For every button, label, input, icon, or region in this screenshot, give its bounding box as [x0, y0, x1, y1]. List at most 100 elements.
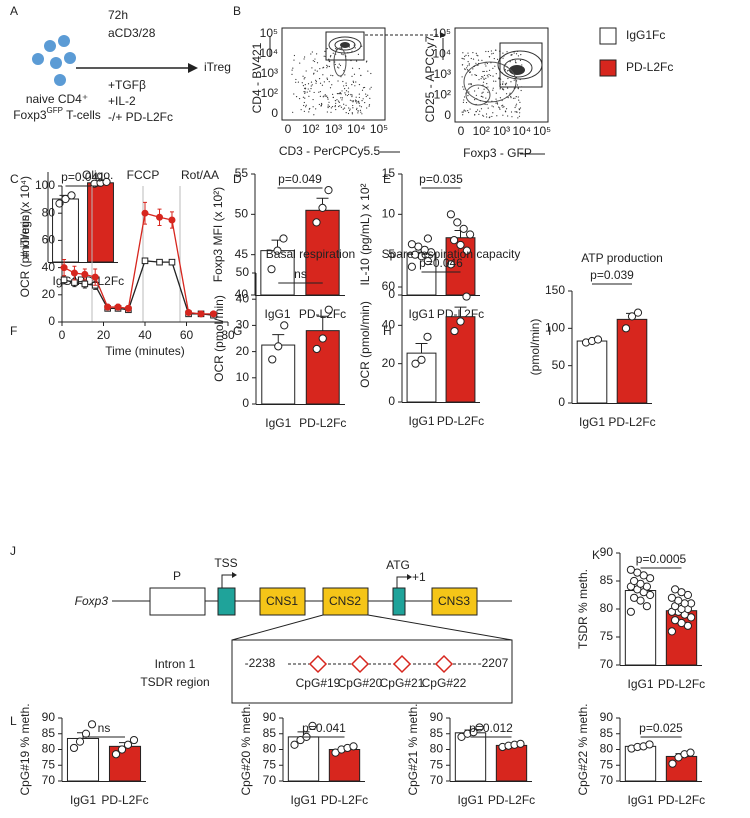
event-dot: [361, 89, 364, 91]
event-dot: [337, 80, 339, 82]
event-dot: [354, 99, 357, 101]
data-point: [453, 218, 462, 227]
event-dot: [485, 50, 487, 53]
label: -2207: [478, 656, 509, 670]
event-dot: [476, 98, 478, 100]
significance-label: p=0.041: [61, 170, 105, 184]
event-dot: [486, 70, 488, 72]
event-dot: [470, 57, 472, 60]
label: +1: [412, 570, 426, 584]
y-tick-label: 40: [382, 318, 396, 332]
y-tick-label: 0: [444, 108, 451, 122]
event-dot: [292, 67, 294, 69]
event-dot: [307, 88, 309, 90]
x-tick-label: 10⁴: [512, 124, 531, 138]
x-tick-label: IgG1: [627, 793, 653, 807]
event-dot: [495, 49, 497, 51]
data-point: [407, 240, 416, 249]
event-dot: [369, 88, 371, 90]
bar: [260, 250, 295, 296]
event-dot: [462, 52, 464, 54]
event-dot: [304, 84, 306, 86]
event-dot: [335, 53, 337, 55]
event-dot: [503, 65, 506, 67]
panel-label: L: [10, 714, 17, 728]
y-tick-label: 85: [430, 726, 444, 740]
data-point: [308, 721, 317, 730]
event-dot: [467, 110, 469, 112]
event-dot: [474, 90, 476, 92]
legend-swatch: [599, 27, 617, 45]
data-point: [267, 265, 276, 274]
y-tick-label: 40: [42, 260, 56, 274]
y-tick-label: 60: [42, 233, 56, 247]
label: aCD3/28: [108, 26, 156, 40]
event-dot: [352, 101, 354, 103]
y-tick-label: 90: [600, 710, 614, 724]
data-point: [456, 317, 465, 326]
event-dot: [509, 92, 511, 94]
label: ATG: [386, 558, 410, 572]
event-dot: [292, 111, 294, 113]
event-dot: [332, 96, 334, 98]
gene-diagram: [112, 572, 513, 704]
event-dot: [481, 59, 483, 61]
event-dot: [311, 67, 313, 69]
y-axis-label: CD25 - APCCy7: [423, 35, 437, 122]
event-dot: [461, 57, 463, 59]
data-point: [411, 359, 420, 368]
y-tick-label: 0: [242, 396, 249, 410]
bar: [305, 209, 340, 296]
event-dot: [339, 64, 342, 67]
event-dot: [324, 50, 326, 52]
event-dot: [312, 106, 314, 108]
significance-label: p=0.0005: [636, 552, 687, 566]
event-dot: [336, 99, 338, 101]
event-dot: [304, 91, 306, 93]
event-dot: [312, 98, 314, 101]
event-dot: [491, 105, 493, 107]
event-dot: [303, 91, 305, 93]
exon: [392, 587, 406, 616]
event-dot: [350, 93, 352, 96]
event-dot: [478, 79, 480, 81]
event-dot: [486, 103, 488, 106]
event-dot: [463, 58, 465, 60]
label: +IL-2: [108, 94, 136, 108]
event-dot: [506, 51, 508, 53]
cell: [32, 53, 44, 65]
event-dot: [293, 59, 295, 61]
data-point: [593, 335, 603, 344]
event-dot: [312, 60, 314, 62]
event-dot: [482, 96, 484, 98]
event-dot: [501, 72, 503, 74]
data-point: [686, 748, 695, 757]
event-dot: [332, 52, 334, 54]
significance-label: p=0.039: [590, 268, 634, 282]
event-dot: [329, 56, 332, 58]
x-tick-label: 0: [59, 328, 66, 342]
event-dot: [300, 109, 302, 111]
event-dot: [499, 108, 501, 110]
x-tick-label: 20: [97, 328, 111, 342]
atg-arrow: [396, 576, 407, 588]
event-dot: [311, 51, 313, 53]
event-dot: [356, 107, 358, 109]
plot-frame: [454, 27, 549, 123]
label: 72h: [108, 8, 128, 22]
event-dot: [482, 84, 484, 86]
data-point: [102, 177, 111, 186]
event-dot: [521, 86, 523, 88]
data-point: [104, 303, 112, 311]
data-point: [81, 280, 89, 288]
event-dot: [360, 106, 363, 108]
event-dot: [328, 81, 330, 83]
event-dot: [315, 108, 317, 110]
event-dot: [485, 77, 487, 79]
event-dot: [345, 112, 347, 114]
cpg-label: CpG#19: [296, 676, 341, 690]
event-dot: [352, 104, 354, 107]
x-tick-label: 0: [285, 122, 292, 136]
event-dot: [308, 111, 310, 113]
event-dot: [360, 74, 362, 77]
